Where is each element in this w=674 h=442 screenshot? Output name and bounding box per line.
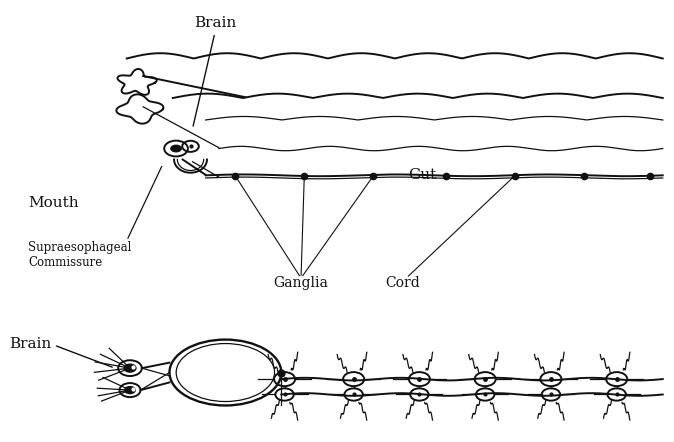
Circle shape bbox=[125, 387, 135, 394]
Text: Mouth: Mouth bbox=[28, 196, 79, 210]
Text: Brain: Brain bbox=[9, 337, 113, 367]
Text: Gut: Gut bbox=[408, 168, 437, 182]
Circle shape bbox=[124, 364, 136, 372]
Text: Brain: Brain bbox=[193, 16, 237, 126]
Text: Cord: Cord bbox=[386, 276, 421, 290]
Text: Ganglia: Ganglia bbox=[274, 276, 328, 290]
Circle shape bbox=[170, 145, 182, 152]
Text: Supraesophageal
Commissure: Supraesophageal Commissure bbox=[28, 241, 131, 269]
